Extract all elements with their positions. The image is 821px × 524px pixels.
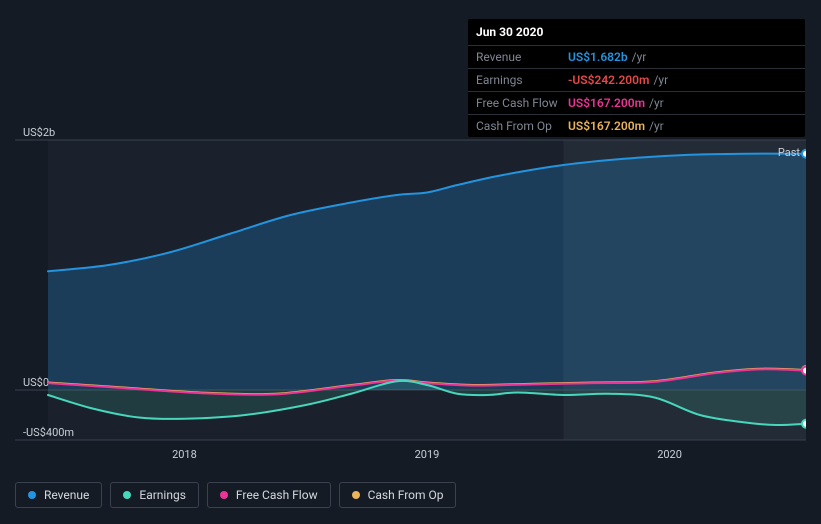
legend-label: Revenue <box>44 488 89 502</box>
legend-dot-icon <box>352 491 360 499</box>
tooltip-label: Free Cash Flow <box>476 96 568 110</box>
svg-text:2019: 2019 <box>415 448 440 461</box>
svg-text:2020: 2020 <box>657 448 682 461</box>
legend-label: Cash From Op <box>368 488 444 502</box>
chart-legend: Revenue Earnings Free Cash Flow Cash Fro… <box>15 482 456 508</box>
legend-label: Earnings <box>139 488 186 502</box>
svg-text:2018: 2018 <box>172 448 197 461</box>
past-label: Past <box>778 146 800 159</box>
tooltip-label: Revenue <box>476 50 568 64</box>
svg-text:-US$400m: -US$400m <box>23 426 74 439</box>
chart-tooltip: Jun 30 2020 Revenue US$1.682b /yr Earnin… <box>468 19 805 137</box>
chart-svg: US$2b US$0 -US$400m 2018 2019 2020 <box>15 120 806 470</box>
tooltip-value: -US$242.200m <box>568 73 649 87</box>
tooltip-suffix: /yr <box>649 96 664 110</box>
tooltip-row: Free Cash Flow US$167.200m /yr <box>468 92 805 115</box>
tooltip-row: Revenue US$1.682b /yr <box>468 46 805 69</box>
tooltip-row: Earnings -US$242.200m /yr <box>468 69 805 92</box>
tooltip-suffix: /yr <box>649 119 664 133</box>
tooltip-value: US$1.682b <box>568 50 628 64</box>
svg-text:US$0: US$0 <box>23 376 49 389</box>
legend-label: Free Cash Flow <box>236 488 318 502</box>
legend-dot-icon <box>123 491 131 499</box>
legend-dot-icon <box>220 491 228 499</box>
legend-item-earnings[interactable]: Earnings <box>110 482 199 508</box>
svg-text:US$2b: US$2b <box>23 126 55 139</box>
tooltip-label: Earnings <box>476 73 568 87</box>
tooltip-label: Cash From Op <box>476 119 568 133</box>
legend-item-revenue[interactable]: Revenue <box>15 482 102 508</box>
legend-item-cfo[interactable]: Cash From Op <box>339 482 457 508</box>
financials-chart[interactable]: US$2b US$0 -US$400m 2018 2019 2020 Past <box>15 120 806 470</box>
tooltip-suffix: /yr <box>632 50 647 64</box>
legend-item-fcf[interactable]: Free Cash Flow <box>207 482 331 508</box>
tooltip-value: US$167.200m <box>568 96 645 110</box>
tooltip-row: Cash From Op US$167.200m /yr <box>468 115 805 137</box>
tooltip-date: Jun 30 2020 <box>468 19 805 46</box>
tooltip-value: US$167.200m <box>568 119 645 133</box>
tooltip-suffix: /yr <box>653 73 668 87</box>
legend-dot-icon <box>28 491 36 499</box>
